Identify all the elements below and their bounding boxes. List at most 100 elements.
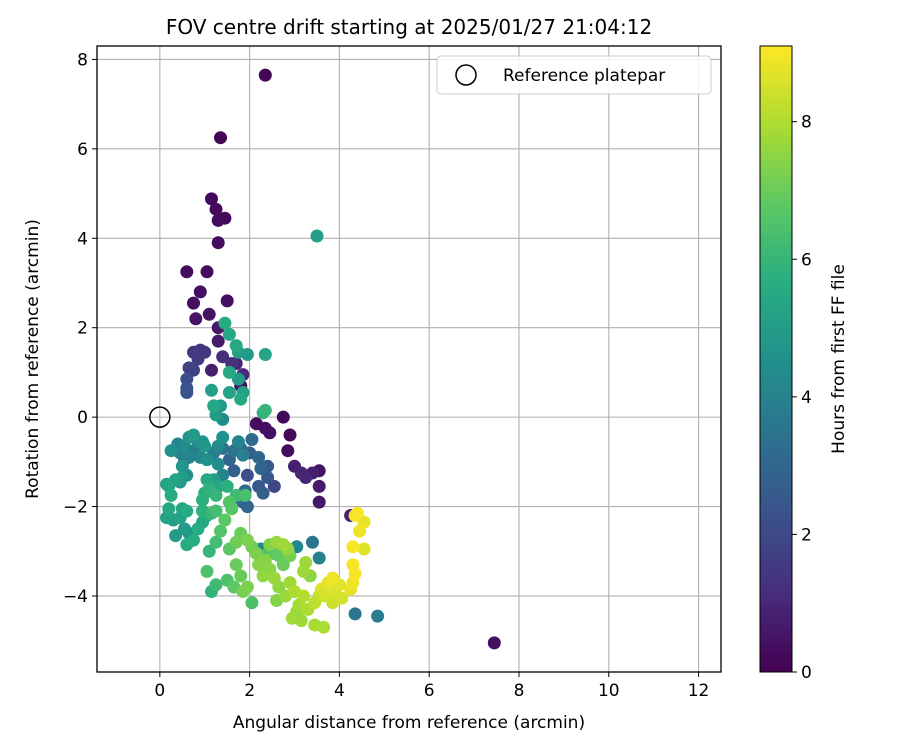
data-point	[209, 535, 223, 549]
data-point	[276, 538, 290, 552]
colorbar-tick-label: 0	[801, 663, 812, 683]
data-point	[267, 479, 281, 493]
data-point	[357, 542, 371, 556]
data-point	[227, 464, 241, 478]
data-point	[220, 479, 234, 493]
data-point	[187, 296, 200, 310]
data-point	[169, 529, 183, 543]
data-point	[258, 403, 272, 417]
data-point	[234, 392, 248, 406]
data-point	[245, 596, 259, 610]
data-point	[211, 236, 225, 250]
data-point	[202, 544, 216, 558]
data-point	[207, 399, 221, 413]
legend-box	[436, 55, 712, 95]
data-point	[209, 202, 223, 216]
data-point	[240, 500, 254, 514]
data-point	[236, 448, 250, 462]
data-point	[205, 363, 218, 377]
data-point	[326, 571, 340, 585]
data-point	[178, 522, 191, 536]
data-point	[200, 564, 214, 578]
data-point	[214, 131, 227, 145]
data-point	[252, 450, 266, 464]
data-point	[281, 444, 295, 458]
x-tick-label: 8	[514, 681, 525, 701]
data-point	[191, 352, 205, 366]
data-point	[276, 410, 290, 424]
data-point	[297, 589, 310, 603]
data-point	[175, 459, 189, 473]
data-point	[202, 307, 216, 321]
reference-marker-layer	[149, 406, 171, 428]
data-point	[487, 636, 501, 650]
data-point	[240, 533, 254, 547]
data-point	[229, 535, 243, 549]
data-point	[299, 471, 313, 484]
data-point	[371, 609, 385, 623]
data-point	[238, 488, 252, 502]
data-point	[231, 435, 245, 449]
data-point	[209, 504, 223, 518]
data-point	[187, 363, 200, 377]
data-point	[200, 265, 214, 279]
data-point	[297, 564, 310, 578]
data-point	[229, 339, 243, 353]
data-point	[205, 192, 218, 206]
colorbar: 0 2 4 6 8 Hours from first FF file	[759, 45, 849, 683]
colorbar-ticks: 0 2 4 6 8	[792, 113, 812, 683]
data-point	[312, 479, 326, 493]
data-point	[164, 444, 178, 458]
data-point	[294, 614, 308, 628]
data-point	[218, 513, 232, 527]
reference-platepar-marker	[149, 406, 171, 428]
data-point	[211, 457, 225, 471]
data-point	[187, 533, 200, 547]
y-tick-label: −4	[63, 587, 88, 607]
data-point	[256, 486, 270, 500]
data-point	[346, 558, 360, 572]
data-point	[276, 558, 290, 572]
data-point	[164, 488, 178, 502]
data-point	[312, 551, 326, 565]
data-point	[222, 365, 236, 379]
data-point	[258, 68, 272, 82]
x-axis-ticks: 0 2 4 6 8 10 12	[154, 672, 709, 701]
x-tick-label: 12	[688, 681, 710, 701]
data-point	[317, 620, 331, 634]
data-point	[209, 488, 223, 502]
data-point	[306, 535, 319, 549]
data-point	[222, 386, 236, 399]
data-point	[180, 372, 194, 386]
data-point	[214, 524, 227, 538]
data-point	[346, 540, 360, 554]
colorbar-gradient	[759, 45, 793, 673]
colorbar-tick-label: 6	[801, 250, 812, 270]
y-axis-ticks: −4 −2 0 2 4 6 8	[63, 50, 97, 607]
data-point	[310, 229, 324, 243]
data-point	[222, 327, 236, 341]
legend-reference-marker	[455, 64, 477, 86]
data-point	[283, 428, 297, 442]
data-point	[209, 578, 223, 592]
data-point	[252, 558, 266, 572]
x-tick-label: 6	[424, 681, 435, 701]
x-tick-label: 2	[244, 681, 255, 701]
x-tick-label: 4	[334, 681, 345, 701]
data-point	[182, 450, 196, 464]
data-point	[180, 504, 194, 518]
data-point	[240, 580, 254, 594]
data-point	[162, 502, 176, 516]
y-tick-label: 8	[77, 50, 88, 70]
data-point	[240, 468, 254, 482]
grid	[97, 46, 721, 672]
data-point	[191, 522, 205, 536]
data-point	[200, 453, 214, 467]
data-point	[218, 316, 232, 330]
data-point	[205, 383, 218, 397]
legend-entry-reference-platepar: Reference platepar	[503, 66, 665, 86]
data-point	[261, 471, 275, 484]
data-point	[254, 462, 268, 475]
colorbar-tick-label: 2	[801, 525, 812, 545]
data-point	[267, 571, 281, 585]
